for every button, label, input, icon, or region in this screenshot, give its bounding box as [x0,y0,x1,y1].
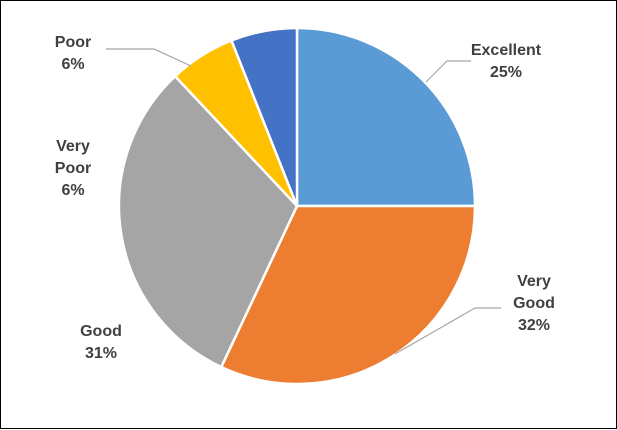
data-label-category: Good [513,295,555,312]
data-label-category: Poor [55,160,91,177]
leader-line-poor [106,48,192,67]
data-label-percent: 32% [518,317,550,334]
data-label-very-good: Very Good 32% [513,273,555,334]
pie-slice-good [117,74,299,369]
data-label-percent: 6% [61,182,84,199]
leader-line-very-good [394,307,501,355]
data-label-good: Good 31% [80,323,122,362]
pie-slice-very-good [219,204,477,386]
data-label-category: Very [517,273,551,290]
pie-slices [117,26,477,386]
data-label-excellent: Excellent 25% [471,42,542,81]
pie-slice-excellent [295,26,477,208]
data-label-percent: 31% [85,345,117,362]
leader-line-excellent [425,60,471,83]
data-label-category: Poor [55,34,91,51]
data-label-very-poor: Very Poor 6% [55,138,91,199]
pie-slice-very-poor [230,26,299,208]
data-label-percent: 6% [61,56,84,73]
data-label-category: Good [80,323,122,340]
data-label-poor: Poor 6% [55,34,91,73]
data-label-category: Very [56,138,90,155]
data-label-category: Excellent [471,42,542,59]
data-label-percent: 25% [490,64,522,81]
